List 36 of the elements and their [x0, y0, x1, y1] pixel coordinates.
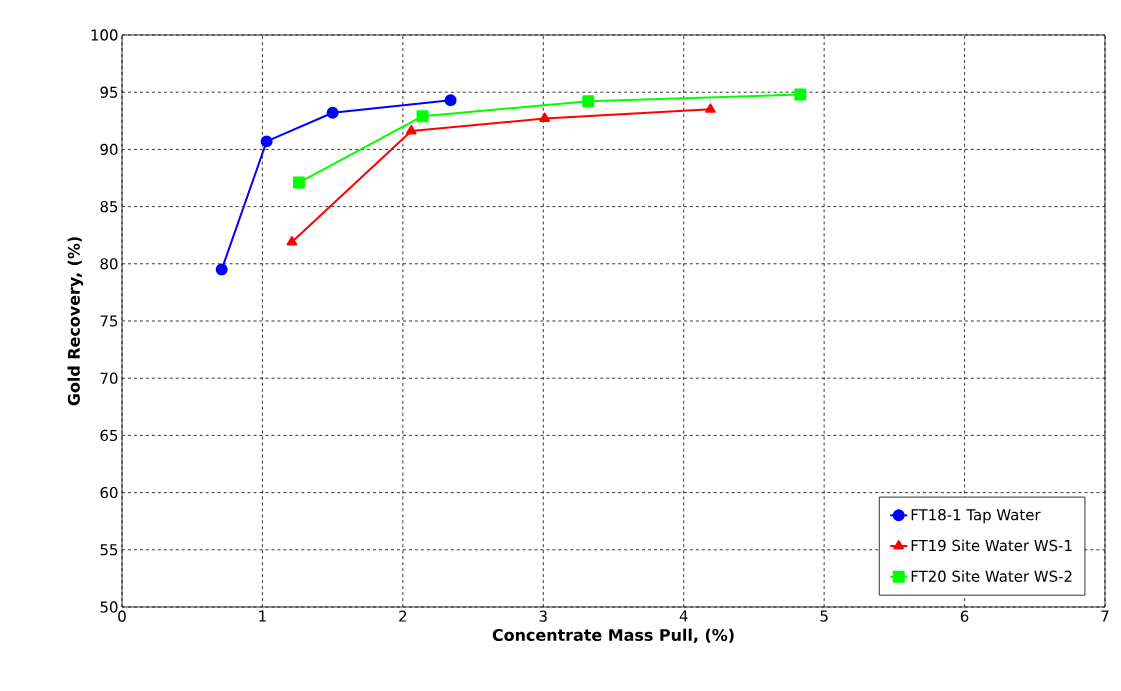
point — [539, 112, 551, 122]
point — [292, 176, 305, 189]
y-tick-label: 90 — [100, 143, 118, 156]
y-tick-label: 100 — [91, 29, 118, 41]
point — [705, 103, 716, 113]
x-tick-label: 0 — [118, 610, 126, 622]
y-tick-label: 50 — [100, 601, 118, 613]
x-tick-label: 4 — [679, 610, 688, 622]
legend-label: FT19 Site Water WS-1 — [911, 539, 1072, 552]
point — [260, 135, 273, 148]
x-tick-label: 3 — [539, 610, 547, 622]
x-tick-label: 6 — [960, 610, 969, 622]
legend-label: FT18-1 Tap Water — [911, 509, 1041, 524]
x-tick-label: 5 — [820, 610, 828, 622]
y-tick-label: 70 — [100, 372, 118, 384]
y-tick-label: 55 — [100, 544, 118, 556]
y-axis-title: Gold Recovery, (%) — [67, 237, 84, 406]
point — [286, 236, 298, 246]
y-tick-label: 65 — [100, 429, 118, 442]
point — [326, 106, 339, 119]
point — [405, 125, 417, 135]
x-tick-label: 7 — [1101, 610, 1109, 622]
point — [215, 263, 228, 276]
y-tick-label: 95 — [100, 86, 118, 98]
point — [444, 94, 457, 107]
point — [794, 88, 807, 101]
x-axis-title: Concentrate Mass Pull, (%) — [492, 628, 734, 644]
x-tick-label: 1 — [259, 610, 266, 622]
y-tick-label: 80 — [100, 258, 118, 270]
x-tick-label: 2 — [399, 610, 407, 622]
legend-label: FT20 Site Water WS-2 — [911, 570, 1072, 582]
point — [582, 95, 595, 108]
y-tick-label: 75 — [100, 315, 118, 327]
point — [416, 110, 429, 123]
y-tick-label: 60 — [100, 486, 118, 499]
y-tick-label: 85 — [100, 200, 118, 213]
